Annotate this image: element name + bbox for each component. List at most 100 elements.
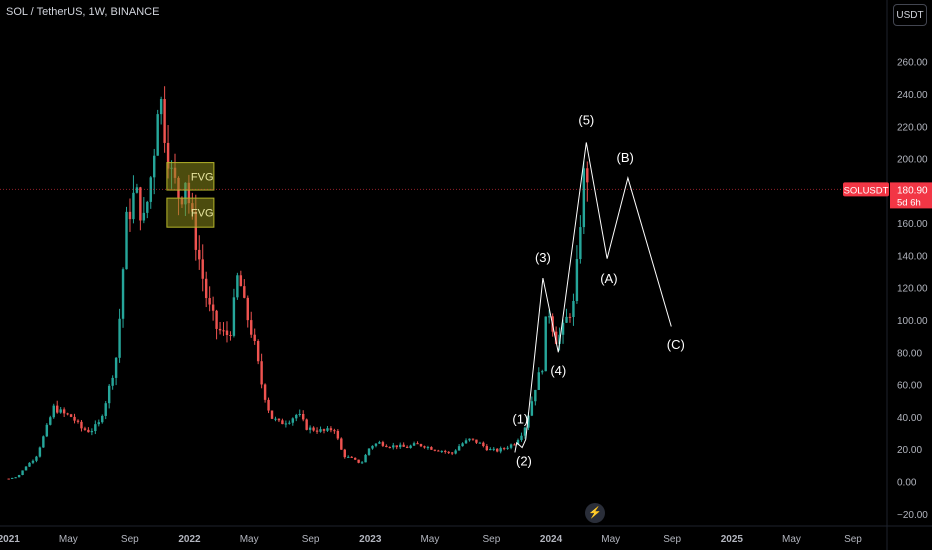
candle-body xyxy=(73,416,76,421)
fvg-box[interactable] xyxy=(166,197,215,228)
candle-body xyxy=(322,429,326,431)
candle-body xyxy=(24,466,28,471)
candle-body xyxy=(409,445,412,448)
y-tick-label: 240.00 xyxy=(897,90,928,101)
candle-body xyxy=(381,442,385,446)
y-tick-label: 260.00 xyxy=(897,58,928,69)
wave-projection-line xyxy=(514,142,672,453)
candle-body xyxy=(364,454,367,463)
candle-body xyxy=(69,414,73,417)
x-tick-label: 2021 xyxy=(0,534,20,545)
candle-body xyxy=(118,318,121,358)
candle-body xyxy=(378,442,381,444)
fvg-label: FVG xyxy=(191,171,214,183)
candle-body xyxy=(291,418,295,423)
wave-label: (3) xyxy=(535,250,551,265)
candle-body xyxy=(21,470,24,475)
candle-body xyxy=(215,310,218,329)
candle-body xyxy=(450,452,454,454)
candle-body xyxy=(236,275,239,298)
y-tick-label: −20.00 xyxy=(897,510,928,521)
candle-body xyxy=(83,428,87,430)
lightning-icon: ⚡ xyxy=(588,506,602,519)
candle-body xyxy=(10,477,14,479)
candle-body xyxy=(163,99,166,143)
candle-body xyxy=(326,428,329,431)
candle-body xyxy=(534,389,537,402)
candle-body xyxy=(516,440,520,445)
candle-body xyxy=(277,418,281,421)
candle-body xyxy=(166,142,170,169)
x-tick-label: May xyxy=(59,534,78,545)
candle-body xyxy=(312,427,315,431)
x-tick-label: 2024 xyxy=(540,534,563,545)
candle-body xyxy=(541,371,544,373)
candle-body xyxy=(457,446,461,451)
candle-body xyxy=(502,448,506,450)
candle-body xyxy=(489,448,492,451)
time-axis[interactable]: 2021 May Sep 2022 May Sep 2023 May Sep 2024 May Sep… xyxy=(0,534,862,545)
wave-label: (4) xyxy=(550,363,566,378)
candle-body xyxy=(80,421,83,429)
x-tick-label: 2025 xyxy=(721,534,744,545)
x-tick-label: May xyxy=(782,534,801,545)
candle-body xyxy=(97,422,101,425)
candle-body xyxy=(315,430,319,432)
x-tick-label: May xyxy=(601,534,620,545)
candle-body xyxy=(468,438,471,441)
y-tick-label: 200.00 xyxy=(897,155,928,166)
candle-body xyxy=(17,474,21,478)
fvg-layer: FVG FVG xyxy=(166,162,215,228)
candle-body xyxy=(135,187,139,193)
candle-body xyxy=(284,423,288,425)
candle-body xyxy=(392,445,395,448)
candle-body xyxy=(350,456,353,458)
candle-body xyxy=(492,448,495,450)
candle-body xyxy=(499,448,502,452)
candle-body xyxy=(430,447,433,450)
candle-body xyxy=(139,187,142,221)
candle-body xyxy=(101,415,104,423)
candle-body xyxy=(440,450,443,452)
candle-body xyxy=(56,405,59,413)
candle-body xyxy=(94,424,97,432)
candle-body xyxy=(478,442,482,444)
candle-body xyxy=(423,446,426,448)
candle-body xyxy=(343,449,346,458)
candle-body xyxy=(128,211,132,220)
wave-label: (5) xyxy=(578,113,594,128)
fvg-label: FVG xyxy=(191,208,214,220)
candle-body xyxy=(360,462,364,464)
symbol-tag-label: SOLUSDT xyxy=(844,185,889,196)
candle-body xyxy=(267,399,270,411)
candle-body xyxy=(461,443,464,447)
candle-body xyxy=(31,460,35,463)
candle-body xyxy=(561,322,565,335)
fvg-box[interactable] xyxy=(166,162,215,191)
currency-button[interactable]: USDT xyxy=(893,4,927,26)
wave-label: (2) xyxy=(516,453,532,468)
wave-label: (C) xyxy=(667,337,685,352)
y-tick-label: 220.00 xyxy=(897,122,928,133)
candle-body xyxy=(333,430,336,432)
reset-chart-button[interactable]: ⚡ xyxy=(585,503,605,523)
y-tick-label: 120.00 xyxy=(897,284,928,295)
candle-body xyxy=(142,212,146,221)
candle-body xyxy=(402,444,405,447)
candle-body xyxy=(388,447,392,449)
candle-body xyxy=(187,182,191,204)
candle-body xyxy=(222,330,225,332)
wave-label: (1) xyxy=(512,411,528,426)
x-tick-label: Sep xyxy=(482,534,500,545)
candle-body xyxy=(336,430,340,439)
y-tick-label: 100.00 xyxy=(897,316,928,327)
candle-body xyxy=(371,445,374,449)
candle-body xyxy=(530,401,534,416)
candle-body xyxy=(329,428,333,431)
candle-body xyxy=(263,384,267,400)
price-tag-countdown: 5d 6h xyxy=(897,197,921,208)
x-tick-label: May xyxy=(420,534,439,545)
